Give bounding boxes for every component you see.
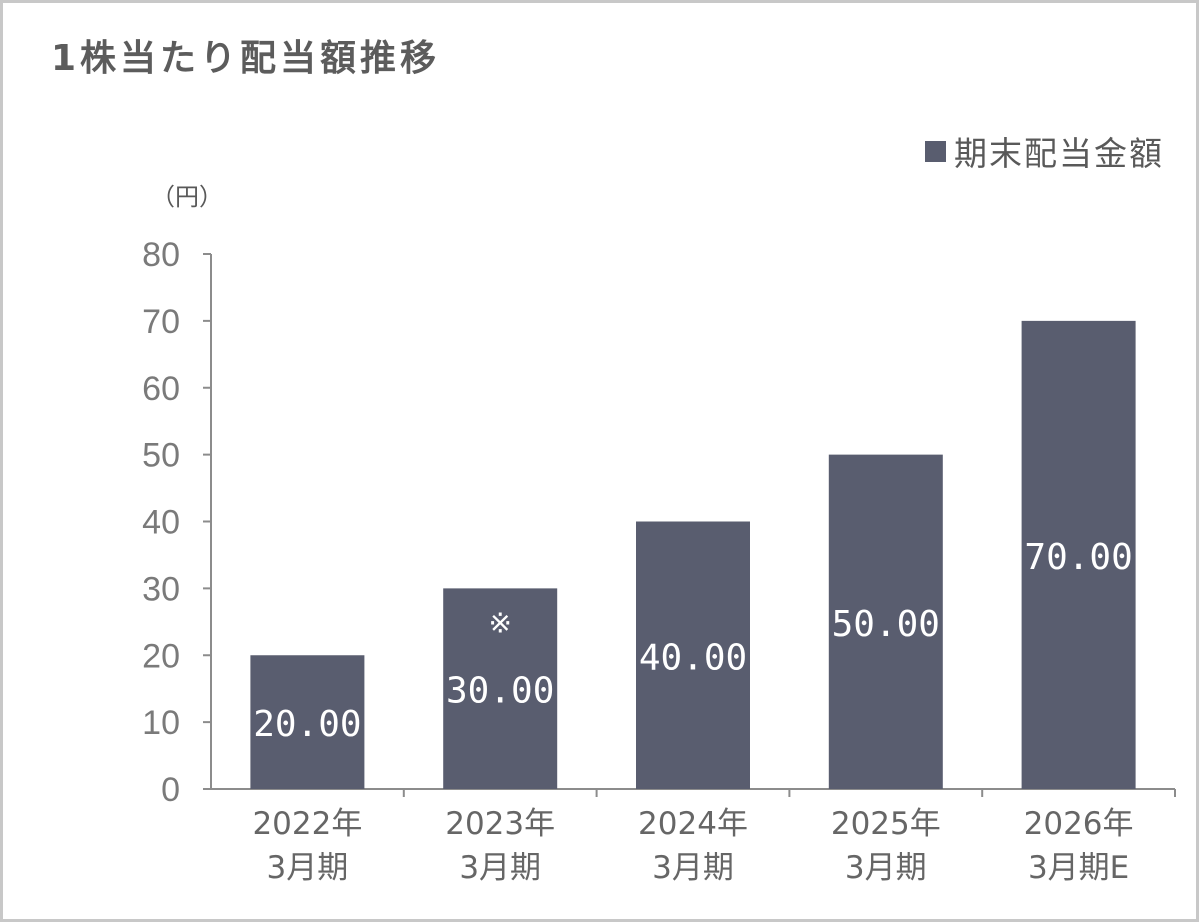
- x-category-label: 2026年: [1024, 806, 1134, 842]
- y-tick-label: 0: [161, 771, 180, 809]
- x-category-label: 3月期E: [1028, 850, 1129, 886]
- bar-value-label: 30.00: [446, 671, 554, 712]
- x-category-label: 2024年: [638, 806, 748, 842]
- y-tick-label: 80: [142, 236, 180, 274]
- bar: [443, 588, 558, 789]
- x-category-label: 3月期: [267, 850, 349, 886]
- y-tick-label: 20: [142, 637, 180, 675]
- chart-title: 1株当たり配当額推移: [51, 38, 441, 79]
- bar-value-label: 20.00: [253, 704, 361, 745]
- y-tick-label: 40: [142, 504, 180, 542]
- y-tick-label: 50: [142, 437, 180, 475]
- bar-value-label: 70.00: [1024, 537, 1132, 578]
- y-tick-label: 60: [142, 370, 180, 408]
- y-tick-label: 30: [142, 570, 180, 608]
- bar: [250, 655, 365, 789]
- y-tick-label: 70: [142, 303, 180, 341]
- bar-value-label: 40.00: [639, 637, 747, 678]
- legend-swatch: [925, 140, 946, 162]
- y-tick-label: 10: [142, 704, 180, 742]
- legend-label: 期末配当金額: [954, 134, 1164, 173]
- x-category-label: 2025年: [831, 806, 941, 842]
- x-category-label: 2023年: [445, 806, 555, 842]
- bar-value-label: 50.00: [832, 604, 940, 645]
- x-category-label: 3月期: [652, 850, 734, 886]
- bar: [1021, 320, 1136, 789]
- x-category-label: 2022年: [252, 806, 362, 842]
- legend: 期末配当金額: [925, 127, 1164, 175]
- x-category-label: 3月期: [845, 850, 927, 886]
- bar: [636, 521, 750, 789]
- bar-annotation: ※: [488, 606, 511, 639]
- bar: [828, 454, 943, 789]
- x-category-label: 3月期: [459, 850, 541, 886]
- y-axis-unit: （円）: [151, 183, 223, 211]
